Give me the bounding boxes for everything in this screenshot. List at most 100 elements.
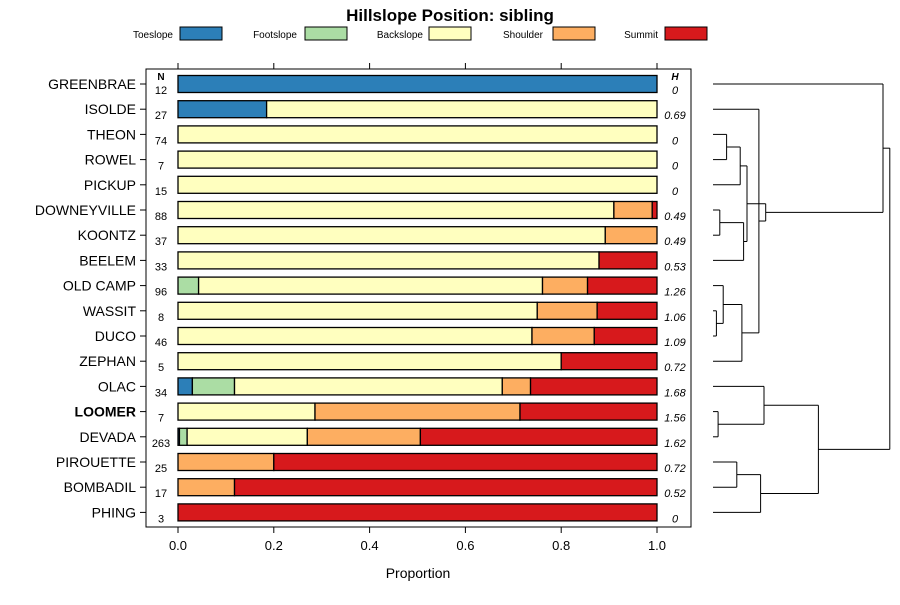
legend-label-footslope: Footslope: [253, 30, 297, 41]
bar-segment-summit: [560, 352, 658, 371]
bar-segment-summit: [593, 326, 658, 346]
x-tick-label: 0.2: [265, 538, 283, 553]
h-value: 1.68: [664, 387, 686, 399]
bar-segment-backslope: [177, 175, 658, 194]
n-value: 27: [155, 110, 167, 122]
n-value: 34: [155, 387, 167, 399]
bar-segment-backslope: [177, 200, 615, 220]
bar-segment-backslope: [186, 427, 308, 446]
bar-segment-backslope: [177, 352, 562, 371]
category-label: OLD CAMP: [63, 278, 136, 294]
n-value: 96: [155, 287, 167, 299]
n-value: 7: [158, 161, 164, 173]
legend-swatch-backslope: [428, 26, 472, 41]
bar-segment-shoulder: [531, 326, 595, 346]
category-label: PICKUP: [84, 177, 136, 193]
h-value: 1.56: [664, 413, 686, 425]
n-value: 74: [155, 135, 167, 147]
n-value: 3: [158, 513, 164, 525]
n-value: 15: [155, 186, 167, 198]
n-value: 46: [155, 337, 167, 349]
bar-segment-shoulder: [604, 226, 658, 245]
bar-segment-summit: [529, 377, 658, 396]
bar-segment-backslope: [177, 326, 533, 346]
x-tick-label: 0.8: [552, 538, 570, 553]
bar-segment-footslope: [178, 427, 188, 446]
legend-label-shoulder: Shoulder: [503, 30, 544, 41]
n-value: 33: [155, 261, 167, 273]
x-tick-label: 0.6: [456, 538, 474, 553]
n-value: 263: [152, 438, 170, 450]
legend-swatch-toeslope: [179, 26, 223, 41]
bar-segment-shoulder: [536, 301, 598, 320]
bar-segment-shoulder: [306, 427, 422, 446]
n-value: 37: [155, 236, 167, 248]
bar-segment-summit: [177, 503, 658, 522]
category-label: DEVADA: [79, 429, 136, 445]
category-label: PIROUETTE: [56, 454, 136, 470]
bar-segment-backslope: [177, 150, 658, 169]
legend-swatch-summit: [664, 26, 708, 41]
bar-segment-shoulder: [613, 200, 653, 220]
category-label: KOONTZ: [78, 227, 137, 243]
n-value: 88: [155, 211, 167, 223]
bar-segment-toeslope: [177, 377, 194, 396]
n-value: 25: [155, 463, 167, 475]
chart-title: Hillslope Position: sibling: [346, 6, 554, 25]
bar-segment-shoulder: [177, 452, 275, 472]
bar-segment-backslope: [177, 301, 538, 320]
category-label: ZEPHAN: [79, 353, 136, 369]
n-column-header: N: [157, 72, 164, 83]
bar-segment-summit: [586, 276, 658, 295]
bar-segment-backslope: [233, 377, 503, 396]
h-value: 1.06: [664, 312, 686, 324]
bar-segment-toeslope: [177, 100, 268, 119]
h-value: 1.62: [664, 438, 685, 450]
n-value: 8: [158, 312, 164, 324]
h-value: 0.52: [664, 488, 685, 500]
x-axis-label: Proportion: [386, 565, 451, 581]
n-value: 5: [158, 362, 164, 374]
bar-segment-backslope: [265, 100, 658, 119]
n-value: 17: [155, 488, 167, 500]
bar-segment-backslope: [177, 226, 606, 245]
bar-segment-summit: [651, 200, 658, 220]
bar-segment-summit: [233, 478, 658, 497]
category-label: BOMBADIL: [64, 479, 137, 495]
n-value: 12: [155, 85, 167, 97]
h-value: 0.72: [664, 463, 685, 475]
legend-swatch-footslope: [304, 26, 348, 41]
legend-label-summit: Summit: [624, 30, 658, 41]
h-value: 0.49: [664, 211, 685, 223]
x-tick-label: 0.0: [169, 538, 187, 553]
h-value: 1.09: [664, 337, 685, 349]
legend-swatch-shoulder: [552, 26, 596, 41]
category-label: BEELEM: [79, 252, 136, 268]
bar-segment-shoulder: [314, 402, 521, 421]
bar-segment-toeslope: [177, 74, 658, 94]
category-label: ISOLDE: [85, 101, 136, 117]
category-label: LOOMER: [75, 404, 136, 420]
category-label: THEON: [87, 126, 136, 142]
bar-segment-backslope: [177, 402, 316, 421]
h-value: 0: [672, 513, 679, 525]
bar-segment-summit: [419, 427, 658, 446]
bar-segment-shoulder: [177, 478, 236, 497]
legend-label-backslope: Backslope: [377, 30, 424, 41]
bar-segment-backslope: [197, 276, 544, 295]
category-label: PHING: [92, 504, 136, 520]
h-value: 0.69: [664, 110, 685, 122]
h-value: 1.26: [664, 287, 686, 299]
legend-label-toeslope: Toeslope: [133, 30, 173, 41]
h-value: 0: [672, 161, 679, 173]
bar-segment-summit: [519, 402, 658, 421]
x-tick-label: 0.4: [361, 538, 379, 553]
bar-segment-summit: [273, 452, 658, 472]
bar-segment-summit: [596, 301, 658, 320]
bar-segment-shoulder: [501, 377, 532, 396]
bar-segment-footslope: [191, 377, 236, 396]
h-column-header: H: [671, 72, 679, 83]
x-tick-label: 1.0: [648, 538, 666, 553]
n-value: 7: [158, 413, 164, 425]
